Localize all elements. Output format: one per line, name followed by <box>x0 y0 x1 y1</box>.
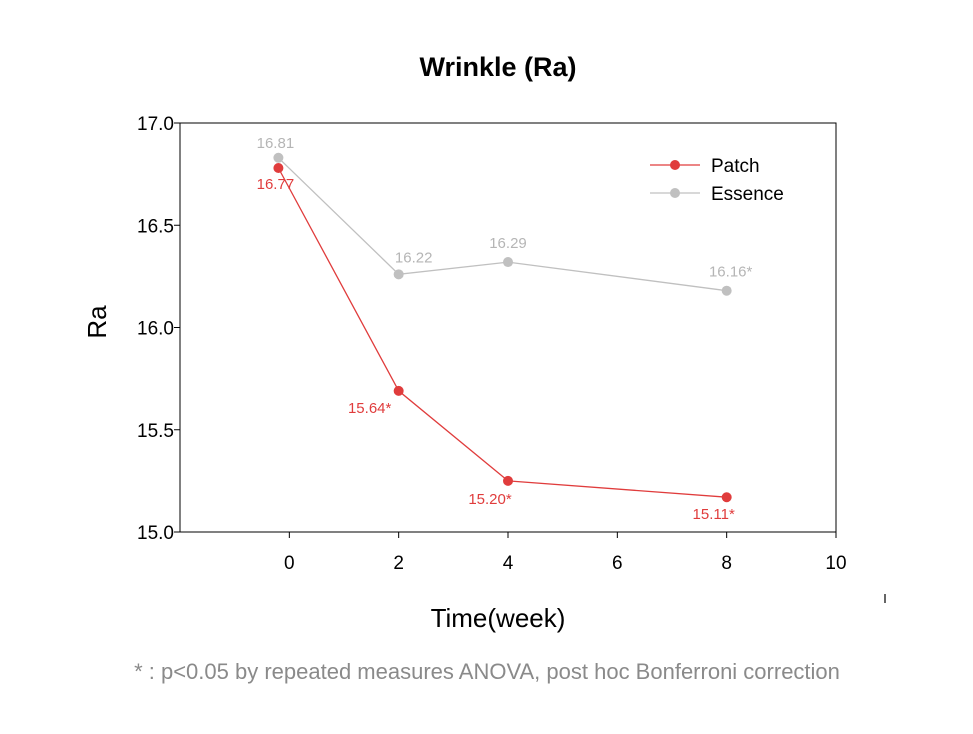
series-patch: 16.77 15.64* 15.20* 15.11* <box>257 162 735 523</box>
y-tick-label: 17.0 <box>137 114 174 135</box>
legend-label-essence: Essence <box>711 184 784 205</box>
series-line-patch <box>277 167 727 498</box>
series-essence: 16.81 16.22 16.29 16.16* <box>257 135 753 296</box>
data-label-patch: 15.64* <box>348 400 392 417</box>
data-point-essence <box>393 269 404 280</box>
data-label-essence: 16.16* <box>709 264 753 281</box>
x-tick-label: 8 <box>721 553 732 574</box>
data-label-essence: 16.81 <box>257 135 295 152</box>
series-layer: 16.81 16.22 16.29 16.16* 16.77 15.64* 15.20* 15… <box>257 135 753 523</box>
legend: Patch Essence <box>650 156 784 205</box>
data-point-patch <box>503 475 513 486</box>
y-tick-label: 15.0 <box>137 523 174 544</box>
series-line-essence <box>277 157 727 292</box>
data-point-patch <box>721 492 732 503</box>
y-axis: 15.0 15.5 16.0 16.5 17.0 <box>137 114 180 544</box>
legend-marker-patch <box>670 160 680 170</box>
y-axis-label: Ra <box>82 305 112 339</box>
chart-title: Wrinkle (Ra) <box>419 52 576 82</box>
data-point-patch <box>273 162 284 173</box>
data-label-essence: 16.22 <box>395 249 433 266</box>
data-point-essence <box>503 257 513 268</box>
y-tick-label: 16.0 <box>137 319 174 340</box>
data-point-essence <box>721 285 732 296</box>
x-axis-label: Time(week) <box>431 603 566 633</box>
x-tick-label: 2 <box>393 553 404 574</box>
data-label-patch: 15.11* <box>693 506 735 523</box>
x-tick-label: 4 <box>503 553 514 574</box>
data-label-patch: 15.20* <box>468 491 512 508</box>
legend-label-patch: Patch <box>711 156 760 177</box>
data-label-essence: 16.29 <box>489 235 527 252</box>
data-point-essence <box>273 152 284 163</box>
x-tick-label: 6 <box>612 553 623 574</box>
footnote: * : p<0.05 by repeated measures ANOVA, p… <box>134 659 840 684</box>
x-axis: 0 2 4 6 8 10 <box>284 532 847 574</box>
x-tick-label: 10 <box>825 553 846 574</box>
data-label-patch: 16.77 <box>257 176 295 193</box>
data-point-patch <box>393 385 404 396</box>
legend-marker-essence <box>670 188 680 198</box>
y-tick-label: 16.5 <box>137 216 174 237</box>
x-tick-label: 0 <box>284 553 295 574</box>
y-tick-label: 15.5 <box>137 421 174 442</box>
